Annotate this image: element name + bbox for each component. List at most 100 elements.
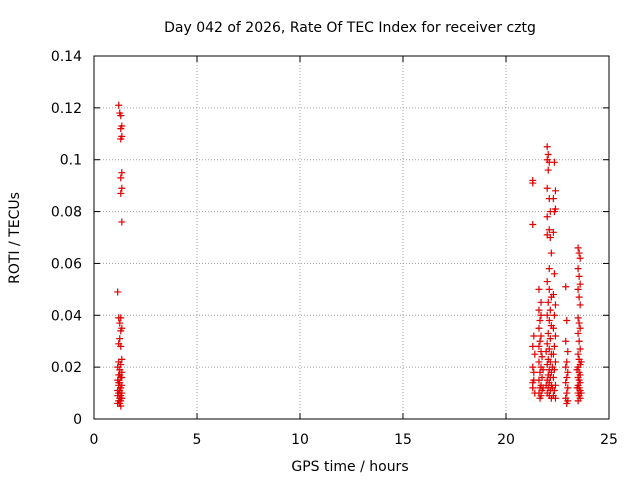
data-point <box>576 324 584 332</box>
data-point <box>563 389 571 397</box>
data-point <box>564 368 572 376</box>
data-point <box>576 301 584 309</box>
y-tick-label: 0.02 <box>51 360 82 376</box>
data-point <box>543 278 551 286</box>
data-point <box>117 189 125 197</box>
data-point <box>550 342 558 350</box>
data-point <box>546 306 554 314</box>
data-point <box>575 337 583 345</box>
data-point <box>543 213 551 221</box>
data-point <box>117 402 125 410</box>
data-point <box>564 348 572 356</box>
data-point <box>118 169 126 177</box>
data-point <box>551 394 559 402</box>
data-point <box>535 358 543 366</box>
x-tick-label: 15 <box>394 432 412 448</box>
data-point <box>550 311 558 319</box>
data-point <box>573 384 581 392</box>
data-point <box>577 358 585 366</box>
data-point <box>535 376 543 384</box>
data-point <box>531 350 539 358</box>
x-tick-label: 20 <box>497 432 515 448</box>
data-point <box>563 358 571 366</box>
x-axis-label: GPS time / hours <box>291 459 408 475</box>
data-point <box>549 228 557 236</box>
chart-title: Day 042 of 2026, Rate Of TEC Index for r… <box>164 20 536 36</box>
data-point <box>537 332 545 340</box>
data-point <box>529 342 537 350</box>
data-point <box>549 324 557 332</box>
data-point <box>551 332 559 340</box>
data-point <box>115 101 123 109</box>
data-point <box>117 112 125 120</box>
data-point <box>550 270 558 278</box>
data-point <box>545 265 553 273</box>
data-point <box>574 329 582 337</box>
data-point <box>564 384 572 392</box>
data-point <box>551 205 559 213</box>
data-point <box>118 184 126 192</box>
grid-lines <box>94 56 609 419</box>
data-point <box>546 335 554 343</box>
data-point <box>536 394 544 402</box>
data-point <box>536 337 544 345</box>
data-point <box>550 386 558 394</box>
data-point <box>574 350 582 358</box>
data-point <box>543 143 551 151</box>
y-tick-label: 0.04 <box>51 308 82 324</box>
data-point <box>545 285 553 293</box>
data-point <box>563 316 571 324</box>
data-point <box>117 342 125 350</box>
data-point <box>118 218 126 226</box>
data-point <box>542 381 550 389</box>
data-point <box>535 285 543 293</box>
data-point <box>574 285 582 293</box>
data-point <box>546 234 554 241</box>
data-point <box>549 374 557 382</box>
data-point <box>575 272 583 280</box>
data-point <box>536 316 544 324</box>
data-point <box>542 348 550 356</box>
data-point <box>114 288 122 296</box>
data-point <box>574 314 582 322</box>
data-point <box>551 301 559 309</box>
y-tick-label: 0.08 <box>51 205 82 221</box>
data-point <box>562 363 570 371</box>
data-point <box>544 329 552 337</box>
data-point <box>529 221 537 229</box>
data-point <box>543 184 551 192</box>
data-point <box>117 125 125 133</box>
data-point <box>535 306 543 314</box>
data-point <box>549 350 557 358</box>
data-point <box>575 319 583 327</box>
data-point <box>576 280 584 288</box>
data-point <box>573 366 581 374</box>
data-point <box>537 311 545 319</box>
data-point <box>117 314 125 322</box>
data-point <box>538 353 546 361</box>
data-point <box>562 283 570 291</box>
y-tick-label: 0.06 <box>51 256 82 272</box>
data-point <box>117 327 125 335</box>
data-point <box>543 311 551 319</box>
data-point <box>574 244 582 252</box>
data-point <box>562 337 570 345</box>
data-point <box>544 166 552 174</box>
data-point <box>551 358 559 366</box>
data-point <box>545 226 553 234</box>
y-tick-label: 0.1 <box>60 153 82 169</box>
data-point <box>116 371 124 379</box>
data-point <box>563 374 571 382</box>
y-tick-label: 0.12 <box>51 101 82 117</box>
data-point <box>549 195 557 203</box>
y-tick-label: 0 <box>73 412 82 428</box>
y-axis-label: ROTI / TECUs <box>7 192 23 284</box>
data-point <box>576 254 584 262</box>
data-point <box>551 381 559 389</box>
data-point <box>547 249 555 257</box>
data-point <box>563 399 571 407</box>
x-tick-label: 10 <box>291 432 309 448</box>
data-point <box>544 151 552 159</box>
data-point <box>537 298 545 306</box>
data-point <box>549 291 557 299</box>
